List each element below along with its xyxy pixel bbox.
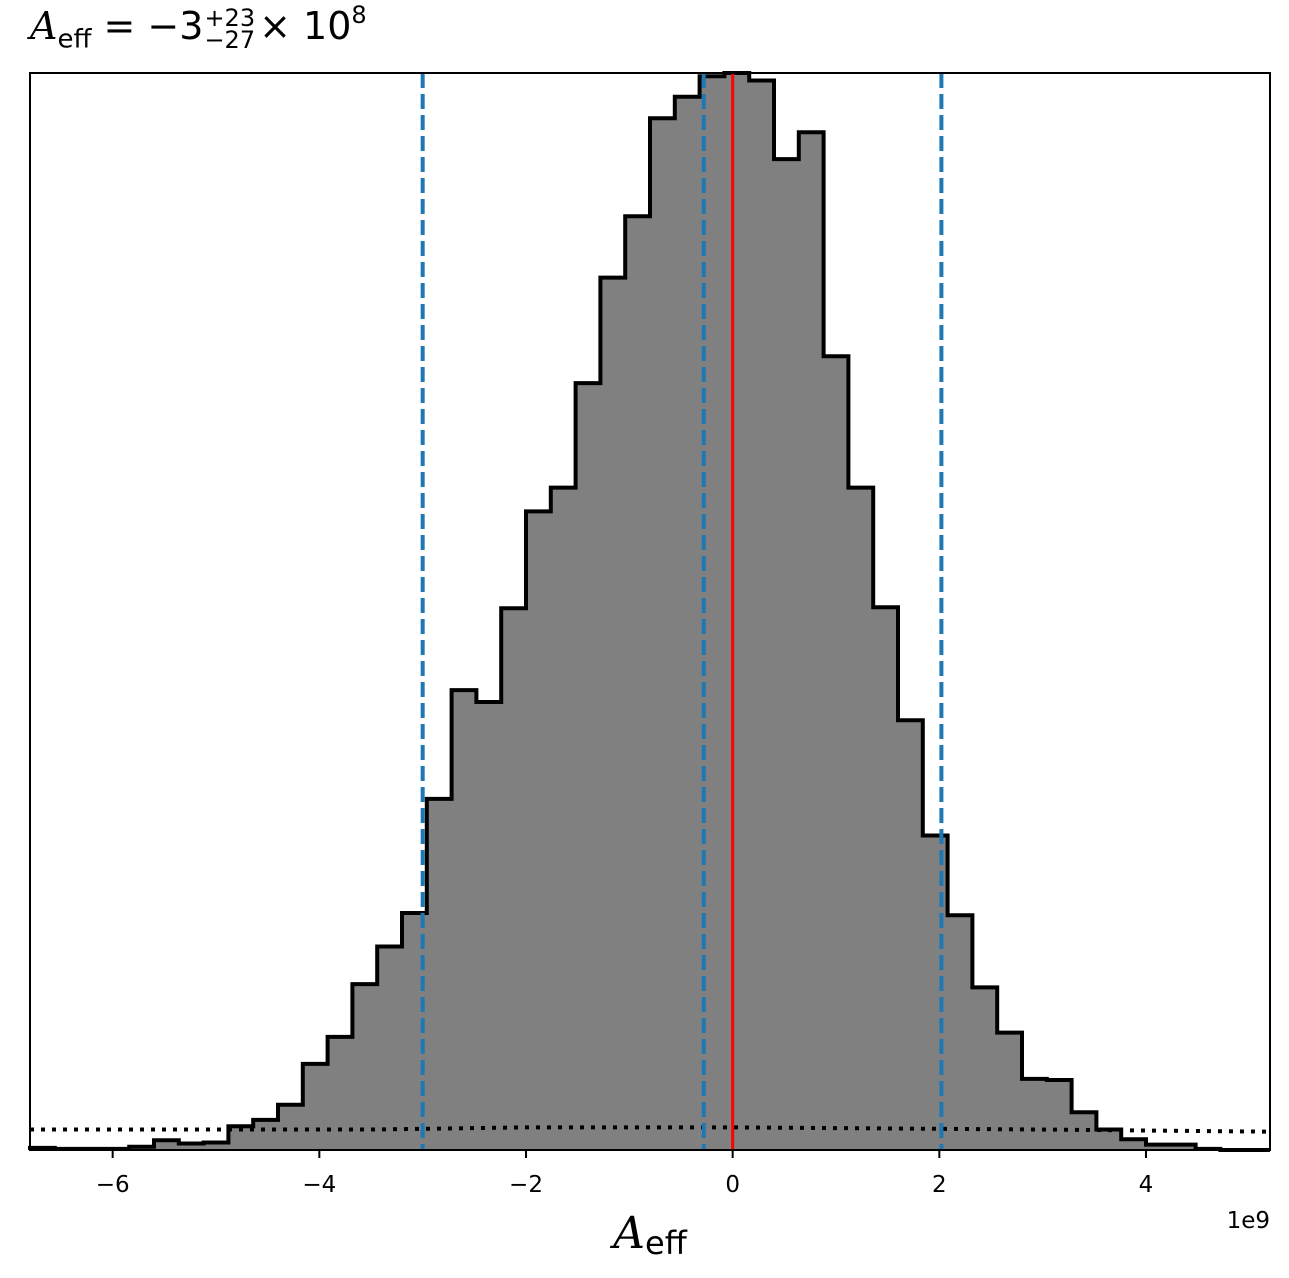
- x-tick-label: 2: [932, 1172, 947, 1198]
- histogram-bar: [674, 96, 701, 1151]
- histogram-bar: [253, 1119, 279, 1150]
- histogram-bar: [352, 984, 378, 1150]
- histogram-bar: [650, 118, 676, 1150]
- histogram-bar: [972, 987, 998, 1150]
- histogram-bar: [798, 132, 825, 1151]
- histogram-bar: [228, 1126, 254, 1150]
- plot-frame: [29, 72, 1271, 1151]
- x-axis-label-symbol: A: [609, 1208, 645, 1259]
- histogram-bar: [302, 1063, 329, 1150]
- histogram-bar: [1121, 1139, 1147, 1150]
- histogram-bar: [377, 946, 403, 1150]
- x-tick-label: −6: [96, 1172, 130, 1198]
- histogram-bar: [178, 1143, 205, 1150]
- x-tick-label: −2: [509, 1172, 543, 1198]
- title-base: 10: [303, 4, 352, 48]
- histogram-bar: [947, 915, 973, 1150]
- histogram-bar: [848, 487, 874, 1150]
- title-lower-error: −27: [204, 25, 256, 54]
- histogram-bar: [203, 1142, 229, 1150]
- title-exponent: 8: [351, 1, 367, 29]
- histogram-bar: [873, 607, 899, 1150]
- histogram-bar: [154, 1140, 180, 1150]
- histogram-bar: [451, 690, 477, 1150]
- histogram-bar: [1022, 1078, 1048, 1150]
- histogram-bar: [501, 608, 527, 1150]
- histogram-bar: [922, 835, 949, 1150]
- x-offset-label: 1e9: [1227, 1208, 1270, 1234]
- title-value: −3: [147, 4, 204, 48]
- histogram-bar: [774, 159, 800, 1150]
- reference-lines-layer: [30, 73, 1271, 1150]
- histogram-bar: [327, 1036, 353, 1150]
- title-times: ×: [259, 4, 291, 48]
- histogram-bar: [997, 1032, 1023, 1150]
- histogram-bar: [1146, 1144, 1172, 1150]
- histogram-outline: [28, 71, 1270, 1152]
- histogram-bar: [898, 720, 924, 1150]
- x-axis-label: Aeff: [609, 1208, 687, 1262]
- chart-title: Aeff = −3 +23 −27 × 108: [30, 1, 367, 55]
- histogram-bar: [1170, 1144, 1197, 1150]
- title-symbol: A: [30, 4, 58, 48]
- histogram-bar: [278, 1104, 304, 1150]
- x-tick-label: 4: [1139, 1172, 1154, 1198]
- histogram-bar: [625, 216, 651, 1151]
- histogram-bar: [724, 73, 750, 1150]
- histogram-bar: [575, 383, 601, 1150]
- x-tick-label: 0: [725, 1172, 740, 1198]
- histogram-layer: [28, 71, 1270, 1152]
- title-subscript: eff: [57, 24, 92, 55]
- title-equals: =: [103, 4, 136, 48]
- histogram-bar: [600, 277, 626, 1150]
- histogram-bar: [526, 511, 552, 1150]
- histogram-bar: [426, 798, 453, 1150]
- histogram-bar: [1046, 1079, 1073, 1150]
- title-upper-error: +23: [204, 3, 256, 32]
- x-axis-label-subscript: eff: [645, 1224, 688, 1262]
- x-axis: −6 −4 −2 0 2 4: [96, 1150, 1154, 1198]
- histogram-bar: [823, 356, 849, 1151]
- title-errors: +23 −27: [204, 3, 256, 54]
- x-tick-label: −4: [302, 1172, 336, 1198]
- histogram-bar: [749, 80, 775, 1150]
- histogram-bar: [550, 487, 577, 1150]
- histogram-bar: [1096, 1129, 1122, 1150]
- histogram-bar: [476, 701, 502, 1150]
